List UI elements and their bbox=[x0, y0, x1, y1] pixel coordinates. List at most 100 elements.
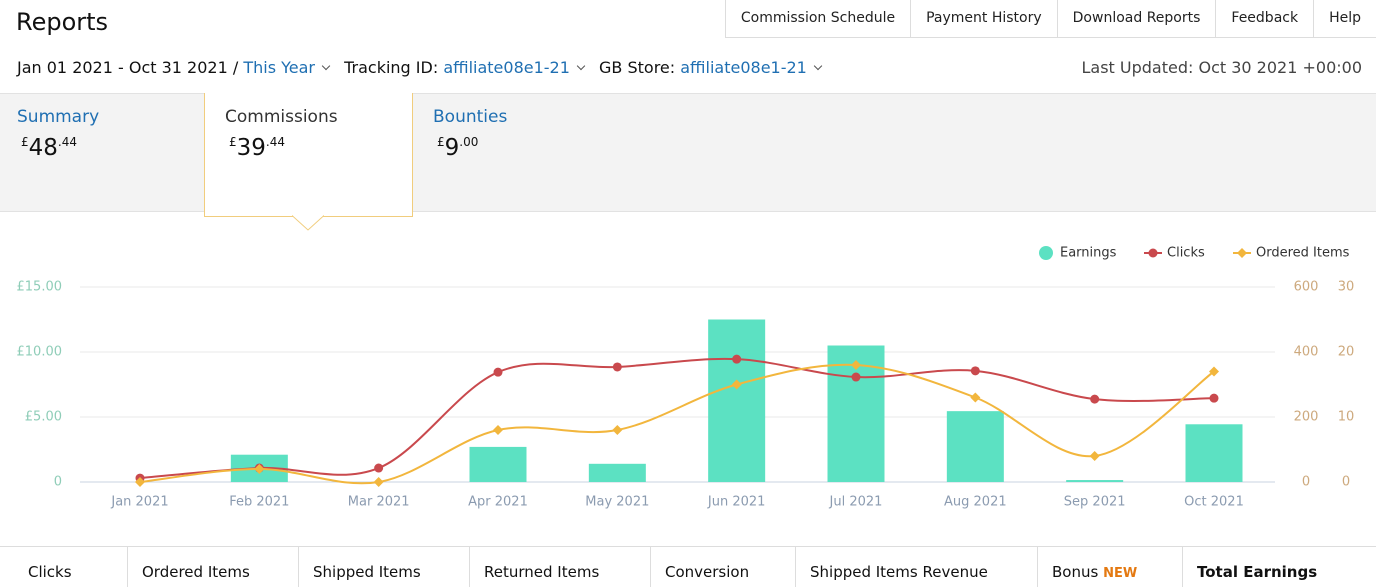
y3-tick-label: 30 bbox=[1338, 280, 1355, 295]
currency: £ bbox=[21, 135, 29, 149]
legend-label: Ordered Items bbox=[1256, 246, 1350, 261]
column-header: Bonus NEW bbox=[1037, 547, 1182, 587]
amount-whole: 9 bbox=[444, 135, 460, 161]
chart: 0 £5.00 £10.00 £15.00 0 200 400 600 0 10 20 30 Jan 2… bbox=[17, 246, 1355, 510]
line bbox=[139, 363, 1215, 485]
bar bbox=[1066, 480, 1124, 482]
bar bbox=[708, 319, 766, 482]
y3-tick-label: 0 bbox=[1342, 475, 1350, 490]
point bbox=[612, 425, 623, 435]
amount-whole: 48 bbox=[28, 135, 58, 161]
date-range: Jan 01 2021 - Oct 31 2021 / bbox=[17, 58, 239, 77]
tab-amount: £39.44 bbox=[229, 135, 338, 161]
nav-link[interactable]: Commission Schedule bbox=[724, 0, 911, 38]
tab-amount: £9.00 bbox=[437, 135, 507, 161]
y2-tick-label: 600 bbox=[1294, 280, 1319, 295]
point bbox=[1090, 394, 1100, 404]
point bbox=[851, 360, 861, 370]
page-title: Reports bbox=[16, 8, 109, 36]
point bbox=[1209, 393, 1219, 403]
column-header: Shipped Items Revenue bbox=[795, 547, 1037, 587]
point bbox=[732, 354, 742, 364]
y2-tick-label: 0 bbox=[1302, 475, 1310, 490]
amount-fraction: .00 bbox=[459, 135, 479, 149]
column-header: Shipped Items bbox=[298, 547, 469, 587]
bar bbox=[588, 463, 646, 482]
point bbox=[970, 366, 980, 376]
point bbox=[612, 362, 622, 372]
amount-fraction: .44 bbox=[57, 135, 78, 149]
point bbox=[1089, 451, 1100, 461]
x-tick-label: Sep 2021 bbox=[1064, 495, 1126, 510]
nav-link[interactable]: Download Reports bbox=[1056, 0, 1216, 38]
currency: £ bbox=[437, 135, 445, 149]
x-tick-label: Oct 2021 bbox=[1184, 495, 1244, 510]
point bbox=[1209, 366, 1219, 377]
x-tick-label: May 2021 bbox=[585, 495, 649, 510]
bar bbox=[1185, 424, 1243, 482]
y3-tick-label: 10 bbox=[1338, 410, 1355, 425]
x-tick-label: Feb 2021 bbox=[229, 495, 289, 510]
point bbox=[493, 367, 503, 377]
point bbox=[135, 477, 145, 487]
x-tick-label: Aug 2021 bbox=[944, 495, 1007, 510]
column-header: Ordered Items bbox=[127, 547, 298, 587]
y2-tick-label: 400 bbox=[1294, 345, 1319, 360]
column-header: Conversion bbox=[650, 547, 795, 587]
legend-swatch bbox=[1039, 246, 1053, 260]
filter-row: Jan 01 2021 - Oct 31 2021 / This Year Tr… bbox=[17, 58, 831, 77]
amount-fraction: .44 bbox=[265, 135, 286, 149]
tab-amount: £48.44 bbox=[21, 135, 99, 161]
summary-tab[interactable]: Summary £48.44 bbox=[17, 107, 99, 161]
y-tick-label: £10.00 bbox=[17, 345, 63, 360]
x-tick-label: Jul 2021 bbox=[829, 495, 883, 510]
point bbox=[970, 392, 981, 403]
tab-label: Commissions bbox=[225, 107, 338, 127]
x-tick-label: Jan 2021 bbox=[110, 495, 168, 510]
point bbox=[731, 379, 742, 390]
point bbox=[254, 464, 265, 474]
line bbox=[139, 357, 1215, 480]
store-select[interactable]: affiliate08e1-21 bbox=[680, 58, 807, 77]
tab-label: Bounties bbox=[433, 107, 508, 127]
table-header: Clicks Ordered Items Shipped Items Retur… bbox=[0, 546, 1376, 587]
nav-link[interactable]: Help bbox=[1313, 0, 1376, 38]
tab-notch bbox=[292, 215, 324, 231]
bar bbox=[469, 446, 527, 482]
y-tick-label: 0 bbox=[54, 475, 62, 490]
point bbox=[373, 477, 384, 487]
column-label: Bonus bbox=[1052, 563, 1099, 581]
nav-link[interactable]: Payment History bbox=[910, 0, 1057, 38]
nav-link[interactable]: Feedback bbox=[1215, 0, 1314, 38]
point bbox=[374, 463, 384, 473]
bounties-tab[interactable]: Bounties £9.00 bbox=[433, 107, 507, 161]
new-badge: NEW bbox=[1103, 566, 1138, 581]
y-tick-label: £15.00 bbox=[17, 280, 63, 295]
last-updated: Last Updated: Oct 30 2021 +00:00 bbox=[1081, 58, 1362, 77]
y2-tick-label: 200 bbox=[1294, 410, 1319, 425]
point bbox=[493, 425, 503, 435]
legend-label: Earnings bbox=[1060, 246, 1117, 261]
commissions-tab[interactable]: Commissions £39.44 bbox=[225, 107, 338, 161]
bar bbox=[946, 411, 1004, 482]
currency: £ bbox=[229, 135, 237, 149]
store-label: GB Store: bbox=[599, 58, 676, 77]
tracking-label: Tracking ID: bbox=[344, 58, 439, 77]
legend-swatch bbox=[1148, 248, 1158, 258]
y-tick-label: £5.00 bbox=[25, 410, 62, 425]
y3-tick-label: 20 bbox=[1338, 345, 1355, 360]
legend-label: Clicks bbox=[1167, 246, 1205, 261]
column-header: Clicks bbox=[0, 547, 127, 587]
column-header: Total Earnings bbox=[1182, 547, 1376, 587]
column-header: Returned Items bbox=[469, 547, 650, 587]
tab-label: Summary bbox=[17, 107, 100, 127]
x-tick-label: Mar 2021 bbox=[348, 495, 410, 510]
point bbox=[851, 372, 861, 382]
period-select[interactable]: This Year bbox=[243, 58, 315, 77]
amount-whole: 39 bbox=[236, 135, 266, 161]
legend-swatch bbox=[1237, 248, 1247, 258]
x-tick-label: Apr 2021 bbox=[468, 495, 528, 510]
tracking-select[interactable]: affiliate08e1-21 bbox=[443, 58, 570, 77]
x-tick-label: Jun 2021 bbox=[707, 495, 766, 510]
